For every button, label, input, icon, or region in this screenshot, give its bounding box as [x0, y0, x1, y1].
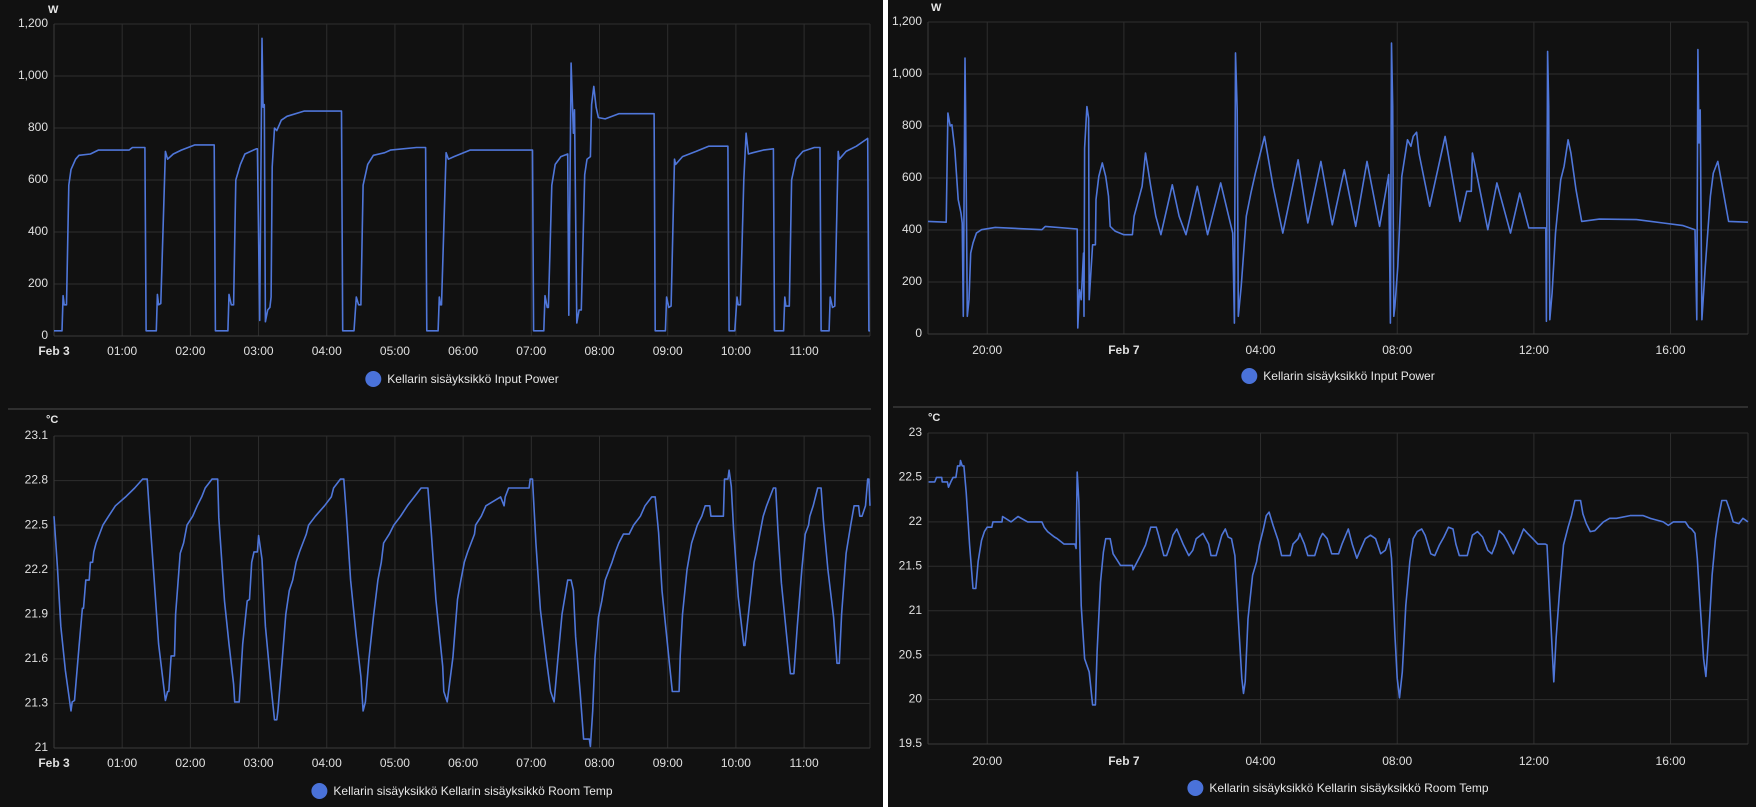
- x-tick-label: 09:00: [653, 344, 683, 358]
- y-tick-label: 21: [35, 740, 49, 754]
- y-tick-label: 21: [909, 603, 923, 617]
- x-tick-label: 09:00: [653, 756, 683, 770]
- y-axis-unit: W: [48, 4, 59, 16]
- legend-label: Kellarin sisäyksikkö Input Power: [387, 372, 559, 386]
- card-divider: [893, 406, 1748, 408]
- y-tick-label: 22.5: [25, 517, 49, 531]
- x-tick-label: 01:00: [107, 756, 137, 770]
- x-tick-label: Feb 7: [1108, 343, 1140, 357]
- y-tick-label: 19.5: [899, 736, 923, 750]
- series-line[interactable]: [927, 42, 1749, 329]
- chart-left_power: 0 200 400 600 800 1,000 1,200 Feb 3 01:00 02:00 03…: [18, 16, 871, 358]
- x-tick-label: 20:00: [972, 754, 1002, 768]
- y-tick-label: 0: [41, 328, 48, 342]
- y-tick-label: 22: [909, 514, 923, 528]
- y-axis-unit: °C: [46, 414, 59, 426]
- x-tick-label: 03:00: [244, 756, 274, 770]
- x-tick-label: 01:00: [107, 344, 137, 358]
- y-tick-label: 800: [28, 120, 48, 134]
- y-tick-label: 1,000: [18, 68, 48, 82]
- y-tick-label: 20: [909, 692, 923, 706]
- legend-dot-icon: [311, 783, 328, 799]
- legend-item-input-power[interactable]: Kellarin sisäyksikkö Input Power: [1241, 368, 1435, 384]
- x-tick-label: 05:00: [380, 344, 410, 358]
- card-divider: [8, 408, 871, 410]
- x-tick-label: 10:00: [721, 756, 751, 770]
- x-tick-label: 08:00: [1382, 754, 1412, 768]
- x-tick-label: 04:00: [1246, 754, 1276, 768]
- x-tick-label: 11:00: [790, 756, 819, 770]
- x-tick-label: 07:00: [516, 344, 546, 358]
- x-tick-label: 10:00: [721, 344, 751, 358]
- series-line[interactable]: [53, 469, 871, 748]
- legend-label: Kellarin sisäyksikkö Kellarin sisäyksikk…: [1209, 781, 1489, 795]
- series-line[interactable]: [928, 459, 1749, 706]
- x-tick-label: 16:00: [1656, 754, 1686, 768]
- y-tick-label: 22.5: [899, 470, 923, 484]
- y-tick-label: 1,000: [892, 66, 922, 80]
- x-tick-label: 20:00: [972, 343, 1002, 357]
- y-tick-label: 22.8: [25, 473, 49, 487]
- legend-label: Kellarin sisäyksikkö Input Power: [1263, 369, 1435, 383]
- y-tick-label: 1,200: [892, 14, 922, 28]
- y-tick-label: 200: [902, 274, 922, 288]
- y-tick-label: 21.3: [25, 696, 49, 710]
- y-axis-unit: °C: [928, 412, 941, 424]
- y-tick-label: 21.6: [25, 651, 49, 665]
- x-tick-label: 06:00: [448, 344, 478, 358]
- y-tick-label: 0: [915, 326, 922, 340]
- series-line[interactable]: [54, 37, 870, 332]
- x-tick-label: Feb 3: [38, 344, 70, 358]
- x-tick-label: 08:00: [584, 344, 614, 358]
- x-tick-label: 04:00: [1246, 343, 1276, 357]
- y-tick-label: 23: [909, 425, 923, 439]
- x-tick-label: 12:00: [1519, 343, 1549, 357]
- x-tick-label: 06:00: [448, 756, 478, 770]
- y-tick-label: 600: [28, 172, 48, 186]
- x-tick-label: 05:00: [380, 756, 410, 770]
- y-tick-label: 23.1: [25, 428, 49, 442]
- x-tick-label: Feb 7: [1108, 754, 1140, 768]
- x-tick-label: 08:00: [1382, 343, 1412, 357]
- y-tick-label: 400: [28, 224, 48, 238]
- right-dashboard-panel: [888, 0, 1756, 807]
- chart-right_temp: 19.5 20 20.5 21 21.5 22 22.5 23 20:00 Feb 7 04:00 0…: [899, 425, 1749, 768]
- x-tick-label: 08:00: [584, 756, 614, 770]
- y-tick-label: 22.2: [25, 562, 49, 576]
- legend-item-room-temp[interactable]: Kellarin sisäyksikkö Kellarin sisäyksikk…: [1187, 780, 1489, 796]
- x-tick-label: 04:00: [312, 756, 342, 770]
- legend-item-input-power[interactable]: Kellarin sisäyksikkö Input Power: [365, 371, 559, 387]
- legend-dot-icon: [1241, 368, 1258, 384]
- x-tick-label: 07:00: [516, 756, 546, 770]
- chart-right_power: 0 200 400 600 800 1,000 1,200 20:00 Feb 7 04:00 08…: [892, 14, 1749, 357]
- y-tick-label: 21.9: [25, 606, 49, 620]
- x-tick-label: 11:00: [790, 344, 819, 358]
- y-tick-label: 800: [902, 118, 922, 132]
- y-tick-label: 20.5: [899, 647, 923, 661]
- x-tick-label: 16:00: [1656, 343, 1686, 357]
- x-tick-label: 02:00: [175, 756, 205, 770]
- y-tick-label: 400: [902, 222, 922, 236]
- legend-dot-icon: [1187, 780, 1204, 796]
- x-tick-label: 12:00: [1519, 754, 1549, 768]
- y-tick-label: 1,200: [18, 16, 48, 30]
- x-tick-label: 02:00: [175, 344, 205, 358]
- x-tick-label: Feb 3: [38, 756, 70, 770]
- x-tick-label: 03:00: [244, 344, 274, 358]
- legend-item-room-temp[interactable]: Kellarin sisäyksikkö Kellarin sisäyksikk…: [311, 783, 613, 799]
- legend-dot-icon: [365, 371, 382, 387]
- y-tick-label: 600: [902, 170, 922, 184]
- y-axis-unit: W: [931, 2, 942, 14]
- y-tick-label: 200: [28, 276, 48, 290]
- x-tick-label: 04:00: [312, 344, 342, 358]
- y-tick-label: 21.5: [899, 558, 923, 572]
- chart-left_temp: 21 21.3 21.6 21.9 22.2 22.5 22.8 23.1 Feb 3 01:00…: [25, 428, 871, 770]
- legend-label: Kellarin sisäyksikkö Kellarin sisäyksikk…: [333, 784, 613, 798]
